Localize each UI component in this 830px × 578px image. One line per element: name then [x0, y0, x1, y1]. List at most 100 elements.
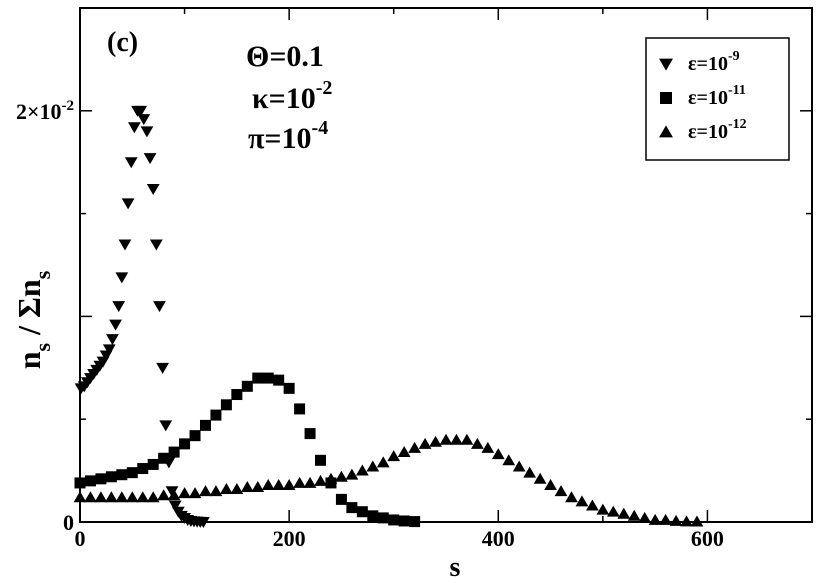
data-point	[116, 469, 128, 481]
plot-border	[79, 7, 813, 523]
legend-entry-3: ε=10-12	[659, 117, 747, 143]
data-point	[324, 472, 338, 484]
data-point	[345, 468, 359, 480]
data-point	[335, 493, 347, 505]
y-label-mid: / Σn	[11, 279, 47, 343]
legend-marker	[659, 58, 673, 71]
data-point	[199, 485, 212, 497]
data-point	[140, 126, 154, 138]
y-tick-label: 2×10-2	[16, 98, 74, 124]
data-point	[659, 513, 672, 525]
data-point	[387, 450, 401, 462]
data-point	[398, 515, 410, 527]
data-point	[282, 478, 296, 490]
data-point	[197, 517, 210, 529]
data-point	[157, 489, 171, 501]
x-tick-label: 0	[75, 526, 86, 551]
data-point	[304, 428, 316, 440]
data-point	[143, 153, 157, 165]
y-tick-label: 0	[63, 510, 74, 535]
panel-label: (c)	[107, 27, 138, 58]
data-point	[491, 448, 505, 460]
data-point	[146, 183, 160, 195]
data-point	[690, 515, 704, 527]
data-point	[648, 513, 662, 525]
parameters-annotation: Θ=0.1 κ=10-2π=10-4	[246, 40, 332, 155]
data-point	[158, 452, 170, 464]
data-point	[293, 476, 306, 488]
y-label-sub2: s	[30, 270, 55, 279]
data-point	[240, 480, 254, 492]
data-point	[523, 466, 537, 478]
data-point	[124, 157, 138, 169]
data-point	[376, 456, 390, 468]
data-point	[533, 472, 547, 484]
data-point	[366, 460, 380, 472]
data-point	[188, 487, 202, 499]
data-point	[84, 475, 96, 487]
data-point	[606, 505, 620, 517]
data-point	[617, 507, 631, 519]
parameter-2: κ=10-2	[252, 77, 332, 115]
data-point	[209, 485, 223, 497]
data-point	[512, 460, 526, 472]
axis-ticks: 0 200 400 600 0 2×10-2	[16, 7, 812, 551]
data-point	[418, 437, 432, 449]
data-point	[272, 478, 286, 490]
data-point	[283, 382, 295, 394]
data-point	[315, 454, 327, 466]
data-point	[137, 114, 151, 126]
data-point	[669, 514, 683, 526]
data-point	[199, 419, 211, 431]
data-point	[230, 483, 244, 495]
data-point	[586, 499, 599, 511]
data-point	[397, 446, 411, 458]
data-point	[149, 239, 163, 251]
data-point	[355, 464, 369, 476]
data-point	[450, 433, 463, 445]
data-point	[627, 509, 641, 521]
data-point	[153, 301, 166, 313]
data-point	[481, 441, 495, 453]
legend-entry-2: ε=10-11	[660, 83, 746, 109]
data-point	[165, 486, 179, 498]
data-point	[115, 272, 129, 284]
data-point	[408, 441, 422, 453]
data-point	[367, 510, 379, 522]
data-point	[554, 485, 568, 497]
x-axis-title: s	[450, 552, 461, 578]
plot-frame	[79, 7, 813, 523]
data-point	[575, 495, 589, 507]
data-point	[241, 380, 253, 392]
data-point	[470, 437, 484, 449]
data-point	[118, 239, 132, 251]
data-point	[159, 420, 173, 432]
data-point	[167, 489, 181, 501]
data-point	[251, 480, 265, 492]
data-point	[168, 446, 180, 458]
y-axis-title: ns / Σns	[11, 270, 55, 369]
y-label-sub: s	[30, 342, 55, 351]
data-point	[102, 344, 116, 356]
data-point	[121, 198, 135, 210]
data-point	[84, 491, 97, 503]
data-point	[460, 433, 474, 445]
data-point	[115, 491, 129, 503]
data-point	[137, 463, 149, 475]
data-point	[94, 491, 108, 503]
legend-marker	[660, 92, 672, 104]
data-point	[189, 430, 201, 442]
data-point	[377, 512, 389, 524]
data-point	[409, 516, 421, 528]
data-point	[112, 301, 126, 313]
data-point	[439, 433, 453, 445]
data-point	[429, 435, 442, 447]
parameter-1: Θ=0.1	[246, 40, 324, 73]
data-point	[638, 511, 652, 523]
x-tick-label: 200	[273, 526, 306, 551]
data-point	[596, 503, 610, 515]
data-point	[134, 105, 148, 117]
data-point	[95, 473, 107, 485]
data-point	[74, 477, 86, 489]
